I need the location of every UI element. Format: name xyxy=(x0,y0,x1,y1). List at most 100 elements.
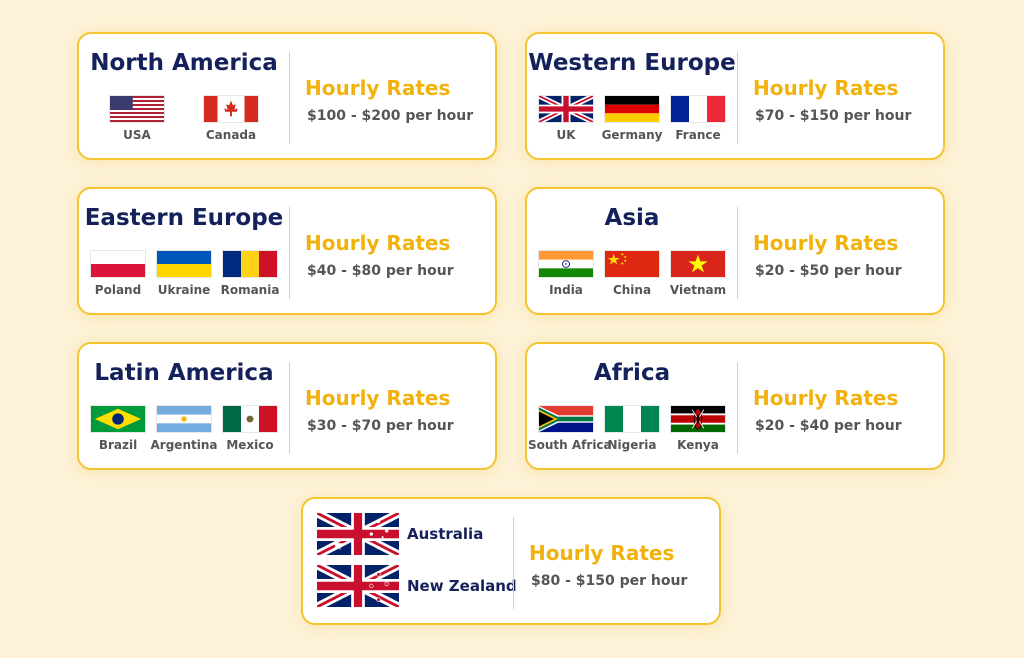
romania-flag-icon xyxy=(222,250,278,278)
region-card-eastern-europe: Eastern Europe Poland Ukraine xyxy=(77,187,497,315)
region-card-north-america: North America USA xyxy=(77,32,497,160)
divider xyxy=(737,207,738,299)
region-title: Africa xyxy=(593,360,671,386)
country-item-nigeria: Nigeria xyxy=(604,405,660,452)
ukraine-flag-icon xyxy=(156,250,212,278)
country-item-ukraine: Ukraine xyxy=(156,250,212,297)
region-title: Latin America xyxy=(94,360,274,386)
rate-heading: Hourly Rates xyxy=(305,231,451,255)
rate-value: $20 - $40 per hour xyxy=(755,418,902,434)
divider xyxy=(289,362,290,454)
flag-row: Poland Ukraine Romania xyxy=(79,250,289,297)
country-name: Canada xyxy=(205,128,257,142)
region-title: Asia xyxy=(604,205,660,231)
rate-value: $20 - $50 per hour xyxy=(755,263,902,279)
france-flag-icon xyxy=(670,95,726,123)
country-name: India xyxy=(549,283,583,297)
country-item-france: France xyxy=(670,95,726,142)
country-name: Argentina xyxy=(150,438,218,452)
country-item-mexico: Mexico xyxy=(222,405,278,452)
region-left-panel: Eastern Europe Poland Ukraine xyxy=(79,189,289,313)
country-name: Kenya xyxy=(677,438,719,452)
country-item-poland: Poland xyxy=(90,250,146,297)
country-name: Brazil xyxy=(98,438,138,452)
country-item-new-zealand: New Zealand xyxy=(317,565,517,607)
rate-heading: Hourly Rates xyxy=(753,386,899,410)
country-name: Nigeria xyxy=(607,438,657,452)
uk-flag-icon xyxy=(538,95,594,123)
south-africa-flag-icon xyxy=(538,405,594,433)
rate-value: $30 - $70 per hour xyxy=(307,418,454,434)
divider xyxy=(513,517,514,609)
rate-heading: Hourly Rates xyxy=(529,541,675,565)
country-name: China xyxy=(612,283,652,297)
country-item-kenya: Kenya xyxy=(670,405,726,452)
country-name: USA xyxy=(123,128,151,142)
rate-heading: Hourly Rates xyxy=(753,76,899,100)
country-name: Mexico xyxy=(226,438,274,452)
flag-row: UK Germany France xyxy=(527,95,737,142)
region-card-asia: Asia India xyxy=(525,187,945,315)
country-item-south-africa: South Africa xyxy=(528,405,612,452)
region-title: North America xyxy=(90,50,278,76)
rate-heading: Hourly Rates xyxy=(305,386,451,410)
country-name: Ukraine xyxy=(157,283,211,297)
region-card-western-europe: Western Europe UK Germany xyxy=(525,32,945,160)
country-item-brazil: Brazil xyxy=(90,405,146,452)
rate-value: $70 - $150 per hour xyxy=(755,108,912,124)
region-card-latin-america: Latin America Brazil xyxy=(77,342,497,470)
country-name: Vietnam xyxy=(669,283,727,297)
usa-flag-icon xyxy=(109,95,165,123)
brazil-flag-icon xyxy=(90,405,146,433)
rate-heading: Hourly Rates xyxy=(753,231,899,255)
canada-flag-icon xyxy=(203,95,259,123)
country-name: Germany xyxy=(601,128,663,142)
country-name: France xyxy=(675,128,721,142)
rate-value: $100 - $200 per hour xyxy=(307,108,474,124)
mexico-flag-icon xyxy=(222,405,278,433)
country-item-china: China xyxy=(604,250,660,297)
country-item-canada: Canada xyxy=(203,95,259,142)
poland-flag-icon xyxy=(90,250,146,278)
country-name: Romania xyxy=(220,283,280,297)
country-item-uk: UK xyxy=(538,95,594,142)
kenya-flag-icon xyxy=(670,405,726,433)
country-item-romania: Romania xyxy=(221,250,279,297)
region-title: Western Europe xyxy=(528,50,736,76)
country-name: South Africa xyxy=(528,438,612,452)
argentina-flag-icon xyxy=(156,405,212,433)
country-name: New Zealand xyxy=(407,577,517,595)
rate-value: $40 - $80 per hour xyxy=(307,263,454,279)
country-name: UK xyxy=(556,128,576,142)
divider xyxy=(289,52,290,144)
divider xyxy=(737,362,738,454)
country-item-vietnam: Vietnam xyxy=(670,250,726,297)
region-left-panel: Asia India xyxy=(527,189,737,313)
region-title: Eastern Europe xyxy=(84,205,284,231)
flag-row: South Africa Nigeria xyxy=(527,405,737,452)
region-card-oceania: Australia New Zealand Hourly Rates $80 -… xyxy=(301,497,721,625)
nigeria-flag-icon xyxy=(604,405,660,433)
region-left-panel: Western Europe UK Germany xyxy=(527,34,737,158)
region-card-africa: Africa South Africa xyxy=(525,342,945,470)
region-left-panel: North America USA xyxy=(79,34,289,158)
germany-flag-icon xyxy=(604,95,660,123)
vietnam-flag-icon xyxy=(670,250,726,278)
australia-flag-icon xyxy=(317,513,399,555)
new-zealand-flag-icon xyxy=(317,565,399,607)
country-item-india: India xyxy=(538,250,594,297)
flag-row: Brazil Argentina xyxy=(79,405,289,452)
country-item-usa: USA xyxy=(109,95,165,142)
country-name: Australia xyxy=(407,525,484,543)
country-item-argentina: Argentina xyxy=(151,405,217,452)
region-left-panel: Latin America Brazil xyxy=(79,344,289,468)
country-item-germany: Germany xyxy=(602,95,662,142)
divider xyxy=(737,52,738,144)
rate-heading: Hourly Rates xyxy=(305,76,451,100)
region-left-panel: Africa South Africa xyxy=(527,344,737,468)
india-flag-icon xyxy=(538,250,594,278)
china-flag-icon xyxy=(604,250,660,278)
region-left-panel: Australia New Zealand xyxy=(303,499,517,623)
country-name: Poland xyxy=(94,283,142,297)
rate-value: $80 - $150 per hour xyxy=(531,573,688,589)
